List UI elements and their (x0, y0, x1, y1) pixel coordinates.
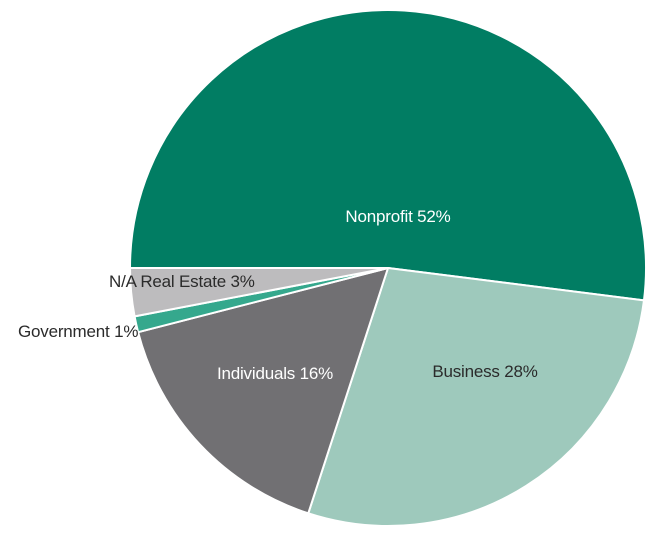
pie-slices (129, 9, 647, 527)
slice-label-government: Government 1% (18, 322, 138, 341)
pie-slice-nonprofit (129, 9, 647, 302)
slice-label-business: Business 28% (432, 362, 537, 381)
slice-label-nonprofit: Nonprofit 52% (345, 207, 450, 226)
pie-labels: Nonprofit 52% Business 28% Individuals 16%… (18, 207, 538, 383)
pie-slice-business (307, 267, 645, 527)
pie-slice-n-a-real-estate (129, 267, 389, 318)
slice-label-n-a-real-estate: N/A Real Estate 3% (109, 272, 255, 291)
pie-slice-individuals (137, 267, 389, 515)
slice-label-individuals: Individuals 16% (217, 364, 333, 383)
